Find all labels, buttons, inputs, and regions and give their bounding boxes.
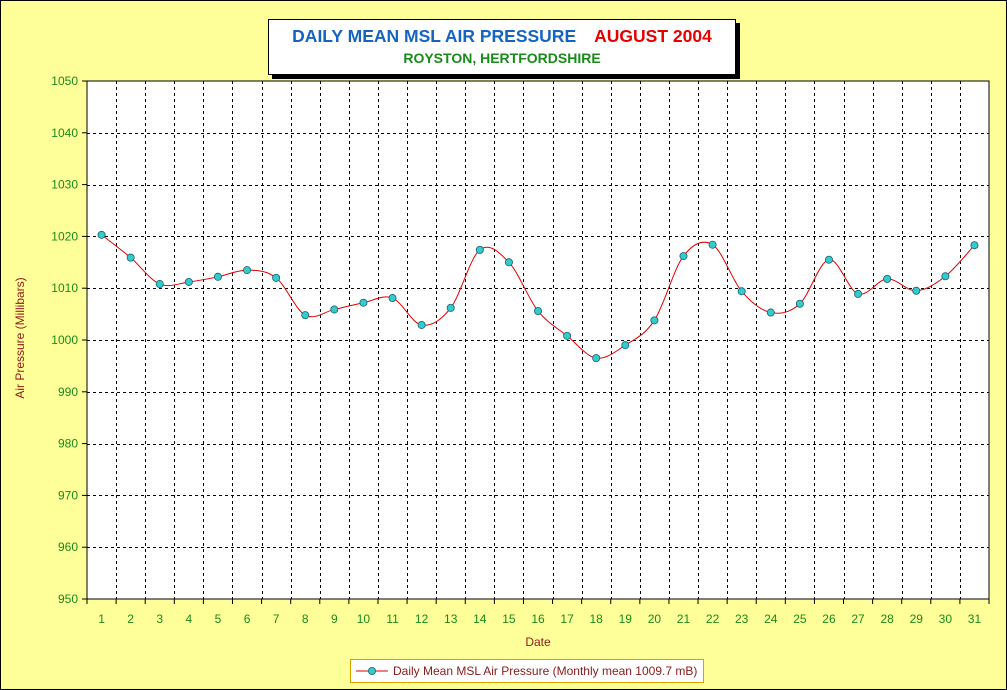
x-tick-label: 26 <box>822 612 836 626</box>
x-tick-label: 13 <box>444 612 458 626</box>
data-point <box>301 311 310 320</box>
data-point <box>243 266 252 275</box>
x-tick-label: 30 <box>939 612 953 626</box>
y-tick-label: 950 <box>58 592 78 606</box>
chart-subtitle: ROYSTON, HERTFORDSHIRE <box>403 50 601 66</box>
data-point <box>970 241 979 250</box>
x-tick-label: 28 <box>880 612 894 626</box>
data-point <box>592 354 601 363</box>
data-point <box>184 277 193 286</box>
y-tick-label: 1010 <box>51 281 78 295</box>
y-tick-label: 960 <box>58 540 78 554</box>
data-point <box>766 308 775 317</box>
x-tick-label: 17 <box>560 612 574 626</box>
y-tick-label: 980 <box>58 437 78 451</box>
x-tick-label: 3 <box>156 612 163 626</box>
data-point <box>650 316 659 325</box>
y-tick-label: 1000 <box>51 333 78 347</box>
data-point <box>417 320 426 329</box>
data-point <box>883 274 892 283</box>
x-tick-label: 8 <box>302 612 309 626</box>
gridlines <box>87 81 989 599</box>
x-tick-label: 27 <box>851 612 865 626</box>
x-tick-label: 14 <box>473 612 487 626</box>
data-point <box>155 280 164 289</box>
data-point <box>795 299 804 308</box>
x-tick-label: 5 <box>215 612 222 626</box>
x-tick-label: 20 <box>648 612 662 626</box>
x-tick-label: 15 <box>502 612 516 626</box>
data-point <box>854 289 863 298</box>
x-tick-label: 24 <box>764 612 778 626</box>
legend: Daily Mean MSL Air Pressure (Monthly mea… <box>350 659 705 683</box>
series-markers <box>97 230 979 363</box>
x-tick-label: 11 <box>386 612 399 626</box>
legend-label: Daily Mean MSL Air Pressure (Monthly mea… <box>393 664 698 678</box>
data-point <box>912 286 921 295</box>
data-point <box>621 341 630 350</box>
data-point <box>359 298 368 307</box>
data-point <box>679 252 688 261</box>
data-point <box>534 306 543 315</box>
data-point <box>330 305 339 314</box>
x-tick-label: 4 <box>185 612 192 626</box>
x-tick-label: 29 <box>910 612 924 626</box>
data-point <box>126 253 135 262</box>
y-axis-title: Air Pressure (Millibars) <box>13 277 27 398</box>
x-tick-label: 7 <box>273 612 280 626</box>
x-tick-label: 23 <box>735 612 749 626</box>
y-tick-label: 1020 <box>51 229 78 243</box>
x-tick-label: 25 <box>793 612 807 626</box>
data-point <box>272 273 281 282</box>
x-tick-label: 10 <box>357 612 371 626</box>
x-axis-title: Date <box>525 635 551 649</box>
y-axis-ticks: 950 960 970 980 990 1000 1010 1020 1030 1040 1050 <box>51 74 87 606</box>
chart-title-box: DAILY MEAN MSL AIR PRESSURE AUGUST 2004 R… <box>268 19 736 75</box>
data-point <box>824 255 833 264</box>
data-point <box>563 331 572 340</box>
x-tick-label: 2 <box>127 612 134 626</box>
data-point <box>213 272 222 281</box>
x-tick-label: 1 <box>98 612 105 626</box>
x-tick-label: 9 <box>331 612 338 626</box>
y-tick-label: 1040 <box>51 126 78 140</box>
data-point <box>97 230 106 239</box>
data-point <box>708 240 717 249</box>
x-tick-label: 16 <box>531 612 545 626</box>
x-tick-label: 22 <box>706 612 720 626</box>
x-tick-label: 6 <box>244 612 251 626</box>
y-tick-label: 990 <box>58 385 78 399</box>
chart-title: DAILY MEAN MSL AIR PRESSURE <box>292 26 577 46</box>
x-tick-label: 31 <box>968 612 982 626</box>
data-point <box>504 258 513 267</box>
x-tick-label: 18 <box>590 612 604 626</box>
chart-title-month: AUGUST 2004 <box>594 26 712 46</box>
legend-symbol <box>356 667 388 675</box>
x-tick-label: 12 <box>415 612 429 626</box>
y-tick-label: 970 <box>58 488 78 502</box>
data-point <box>941 272 950 281</box>
y-tick-label: 1030 <box>51 178 78 192</box>
x-tick-label: 19 <box>619 612 633 626</box>
y-tick-label: 1050 <box>51 74 78 88</box>
x-tick-label: 21 <box>677 612 691 626</box>
data-point <box>475 245 484 254</box>
data-point <box>388 294 397 303</box>
data-point <box>446 303 455 312</box>
x-axis-ticks: 1 2 3 4 5 6 7 8 9 10 11 12 13 14 15 16 17 18 19 20 21 22 23 24 2… <box>86 599 990 626</box>
data-point <box>737 287 746 296</box>
